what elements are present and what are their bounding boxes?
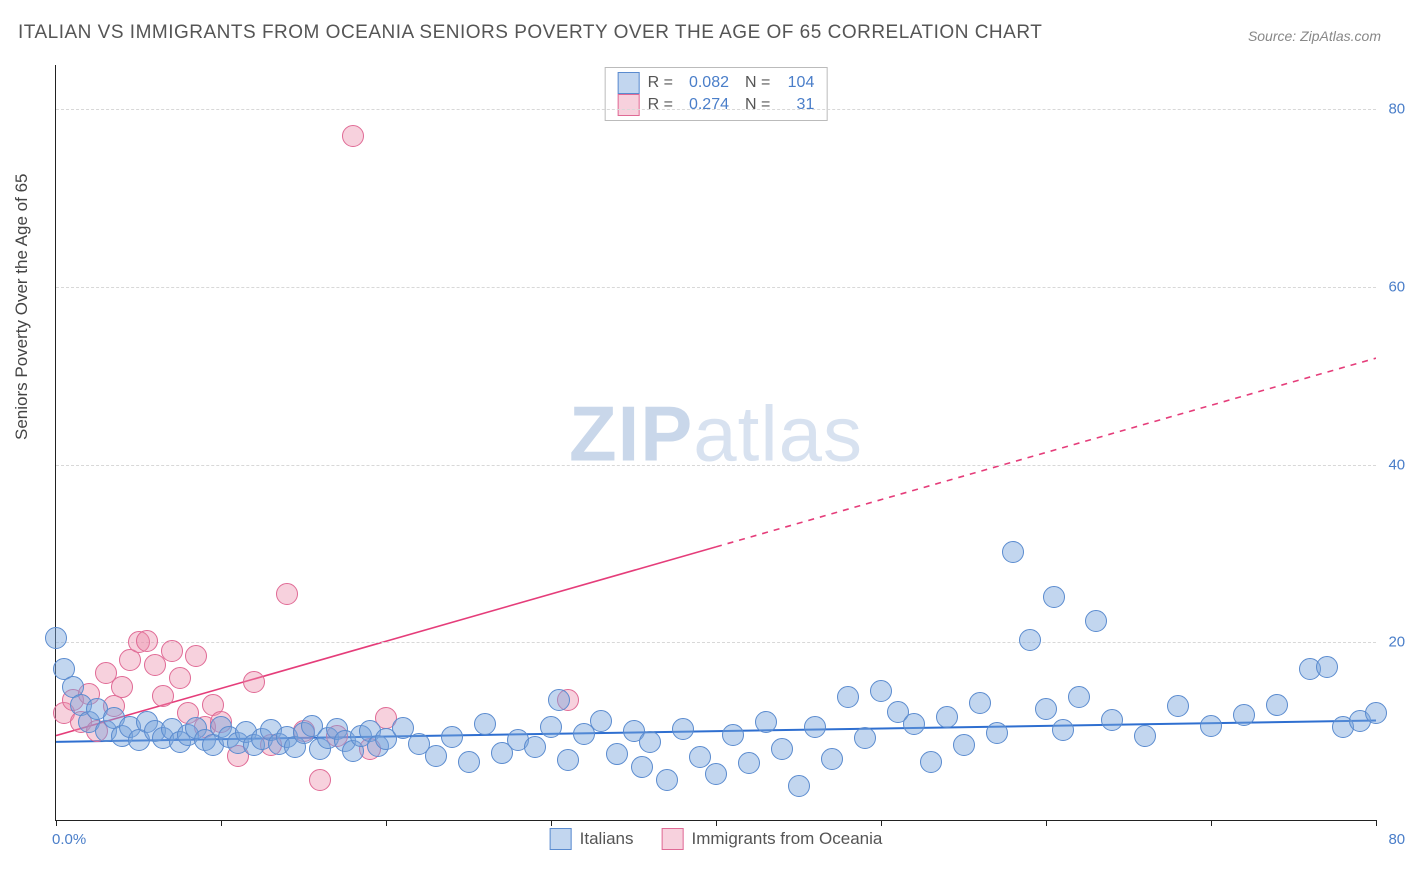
- data-point: [854, 727, 876, 749]
- data-point: [1052, 719, 1074, 741]
- data-point: [788, 775, 810, 797]
- data-point: [1019, 629, 1041, 651]
- n-value: 31: [778, 94, 814, 116]
- trend-line: [716, 358, 1376, 547]
- data-point: [1233, 704, 1255, 726]
- data-point: [1035, 698, 1057, 720]
- data-point: [771, 738, 793, 760]
- data-point: [639, 731, 661, 753]
- data-point: [689, 746, 711, 768]
- x-axis-max-label: 80.0%: [1388, 831, 1406, 848]
- x-tick: [56, 820, 57, 826]
- y-tick-label: 80.0%: [1381, 101, 1406, 118]
- data-point: [705, 763, 727, 785]
- swatch-icon: [618, 72, 640, 94]
- data-point: [185, 645, 207, 667]
- data-point: [903, 713, 925, 735]
- gridline: [56, 642, 1376, 643]
- data-point: [936, 706, 958, 728]
- y-tick-label: 20.0%: [1381, 634, 1406, 651]
- data-point: [821, 748, 843, 770]
- data-point: [656, 769, 678, 791]
- data-point: [870, 680, 892, 702]
- legend-label: Italians: [580, 829, 634, 849]
- gridline: [56, 287, 1376, 288]
- data-point: [1101, 709, 1123, 731]
- data-point: [986, 722, 1008, 744]
- r-value: 0.274: [681, 94, 729, 116]
- data-point: [631, 756, 653, 778]
- data-point: [1068, 686, 1090, 708]
- data-point: [540, 716, 562, 738]
- data-point: [1316, 656, 1338, 678]
- swatch-icon: [550, 828, 572, 850]
- data-point: [1200, 715, 1222, 737]
- x-tick: [716, 820, 717, 826]
- y-tick-label: 60.0%: [1381, 279, 1406, 296]
- data-point: [1365, 702, 1387, 724]
- data-point: [276, 583, 298, 605]
- scatter-plot-area: ZIPatlas R = 0.082 N = 104 R = 0.274 N =…: [55, 65, 1376, 821]
- gridline: [56, 109, 1376, 110]
- data-point: [169, 667, 191, 689]
- x-tick: [1376, 820, 1377, 826]
- data-point: [1266, 694, 1288, 716]
- x-tick: [1211, 820, 1212, 826]
- swatch-icon: [618, 94, 640, 116]
- x-tick: [1046, 820, 1047, 826]
- data-point: [152, 685, 174, 707]
- data-point: [309, 769, 331, 791]
- data-point: [474, 713, 496, 735]
- data-point: [672, 718, 694, 740]
- y-axis-label: Seniors Poverty Over the Age of 65: [12, 174, 32, 440]
- data-point: [1002, 541, 1024, 563]
- x-tick: [386, 820, 387, 826]
- data-point: [524, 736, 546, 758]
- data-point: [590, 710, 612, 732]
- n-value: 104: [778, 72, 814, 94]
- stats-row: R = 0.082 N = 104: [618, 72, 815, 94]
- x-tick: [221, 820, 222, 826]
- data-point: [548, 689, 570, 711]
- data-point: [425, 745, 447, 767]
- stats-legend: R = 0.082 N = 104 R = 0.274 N = 31: [605, 67, 828, 121]
- gridline: [56, 465, 1376, 466]
- data-point: [920, 751, 942, 773]
- stats-row: R = 0.274 N = 31: [618, 94, 815, 116]
- data-point: [342, 125, 364, 147]
- x-axis-min-label: 0.0%: [52, 831, 86, 848]
- data-point: [837, 686, 859, 708]
- data-point: [738, 752, 760, 774]
- y-tick-label: 40.0%: [1381, 456, 1406, 473]
- data-point: [136, 630, 158, 652]
- x-tick: [551, 820, 552, 826]
- r-value: 0.082: [681, 72, 729, 94]
- data-point: [1167, 695, 1189, 717]
- data-point: [557, 749, 579, 771]
- data-point: [1134, 725, 1156, 747]
- chart-title: ITALIAN VS IMMIGRANTS FROM OCEANIA SENIO…: [18, 22, 1042, 44]
- data-point: [45, 627, 67, 649]
- data-point: [111, 676, 133, 698]
- swatch-icon: [662, 828, 684, 850]
- data-point: [804, 716, 826, 738]
- data-point: [755, 711, 777, 733]
- data-point: [722, 724, 744, 746]
- data-point: [161, 640, 183, 662]
- legend-item: Immigrants from Oceania: [662, 828, 883, 850]
- data-point: [458, 751, 480, 773]
- data-point: [953, 734, 975, 756]
- x-tick: [881, 820, 882, 826]
- data-point: [1043, 586, 1065, 608]
- data-point: [606, 743, 628, 765]
- source-attribution: Source: ZipAtlas.com: [1248, 28, 1381, 44]
- data-point: [441, 726, 463, 748]
- data-point: [969, 692, 991, 714]
- legend-item: Italians: [550, 828, 634, 850]
- data-point: [1085, 610, 1107, 632]
- series-legend: Italians Immigrants from Oceania: [550, 828, 883, 850]
- legend-label: Immigrants from Oceania: [692, 829, 883, 849]
- data-point: [243, 671, 265, 693]
